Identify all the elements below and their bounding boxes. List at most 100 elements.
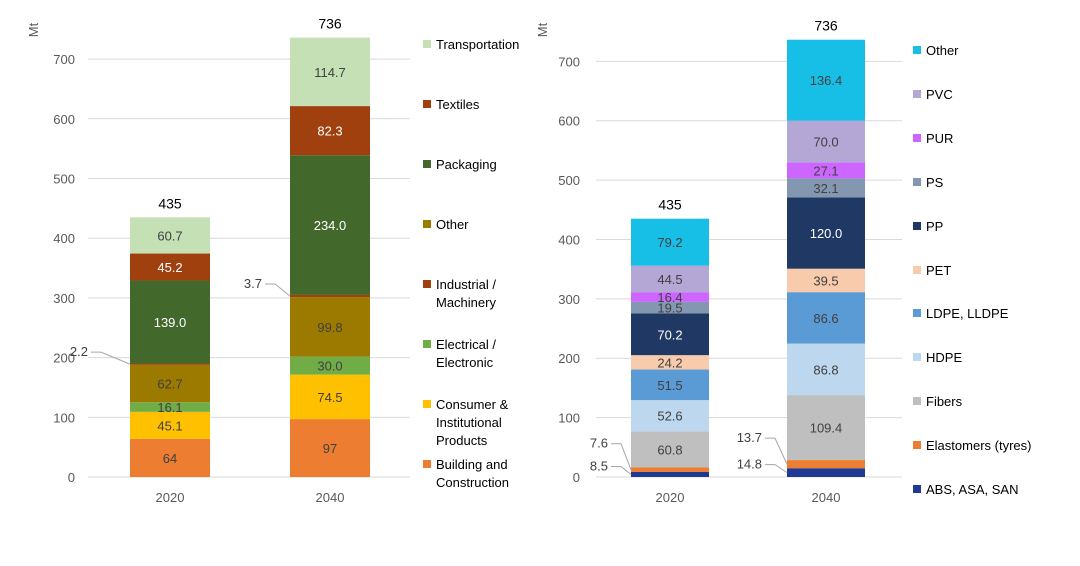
bar-total-label: 435 xyxy=(658,197,682,213)
bar-segment-electrical-electronic-2040 xyxy=(290,356,370,375)
data-label: 74.5 xyxy=(317,390,342,405)
x-tick-label: 2020 xyxy=(156,490,185,505)
y-tick-label: 100 xyxy=(53,410,75,425)
bar-segment-ldpe-lldpe-2020 xyxy=(631,369,709,401)
bar-segment-transportation-2040 xyxy=(290,37,370,107)
bar-segment-pvc-2040 xyxy=(787,120,865,163)
legend-swatch-pet xyxy=(913,266,921,274)
bar-segment-other-2040 xyxy=(290,297,370,357)
bar-segment-transportation-2020 xyxy=(130,217,210,254)
bar-segment-consumer-institutional-products-2040 xyxy=(290,374,370,420)
data-label: 60.7 xyxy=(157,228,182,243)
bar-segment-packaging-2040 xyxy=(290,155,370,295)
data-label: 139.0 xyxy=(154,315,187,330)
callout-leader-line xyxy=(611,443,632,470)
data-label: 45.2 xyxy=(157,260,182,275)
bar-segment-fibers-2020 xyxy=(631,431,709,468)
bar-segment-ldpe-lldpe-2040 xyxy=(787,292,865,344)
data-label: 136.4 xyxy=(810,73,843,88)
x-tick-label: 2020 xyxy=(656,490,685,505)
data-label: 82.3 xyxy=(317,124,342,139)
bar-segment-hdpe-2040 xyxy=(787,343,865,396)
data-label: 44.5 xyxy=(657,272,682,287)
legend-label-fibers: Fibers xyxy=(926,394,963,409)
legend-swatch-other xyxy=(913,46,921,54)
bar-segment-building-and-construction-2020 xyxy=(130,438,210,477)
legend-swatch-fibers xyxy=(913,397,921,405)
bar-segment-fibers-2040 xyxy=(787,395,865,461)
y-tick-label: 200 xyxy=(53,351,75,366)
legend-label-hdpe: HDPE xyxy=(926,350,962,365)
data-label: 16.1 xyxy=(157,400,182,415)
bar-segment-hdpe-2020 xyxy=(631,400,709,432)
bar-segment-industrial-machinery-2040 xyxy=(290,294,370,298)
legend-swatch-pp xyxy=(913,222,921,230)
legend-label-pet: PET xyxy=(926,263,951,278)
legend-label-pp: PP xyxy=(926,219,943,234)
legend-label-pur: PUR xyxy=(926,131,953,146)
data-label: 86.6 xyxy=(813,311,838,326)
legend-swatch-ldpe-lldpe xyxy=(913,309,921,317)
y-tick-label: 200 xyxy=(558,351,580,366)
data-label: 51.5 xyxy=(657,378,682,393)
y-tick-label: 0 xyxy=(68,470,75,485)
y-axis-unit-label: Mt xyxy=(26,22,41,37)
bar-segment-pur-2040 xyxy=(787,162,865,179)
x-tick-label: 2040 xyxy=(316,490,345,505)
bar-segment-consumer-institutional-products-2020 xyxy=(130,411,210,439)
bar-segment-pur-2020 xyxy=(631,292,709,302)
legend-swatch-transportation xyxy=(423,40,431,48)
y-tick-label: 500 xyxy=(53,172,75,187)
legend-swatch-other xyxy=(423,220,431,228)
callout-leader-line xyxy=(265,283,291,297)
chart-by-polymer: Mt 0 100 200 300 400 500 600 700 2020 2040 60.8 52.6… xyxy=(535,18,1031,505)
data-label: 70.2 xyxy=(657,327,682,342)
legend-swatch-abs-asa-san xyxy=(913,485,921,493)
bar-segment-pp-2040 xyxy=(787,197,865,269)
data-label: 27.1 xyxy=(813,163,838,178)
bar-total-label: 435 xyxy=(158,195,182,211)
data-label: 62.7 xyxy=(157,377,182,392)
y-tick-label: 600 xyxy=(53,112,75,127)
data-label: 39.5 xyxy=(813,273,838,288)
legend-label-building-and-construction: Building and Construction xyxy=(436,457,509,490)
legend-label-pvc: PVC xyxy=(926,87,953,102)
x-tick-label: 2040 xyxy=(812,490,841,505)
callout-leader-line xyxy=(765,464,788,474)
legend-label-elastomers-tyres: Elastomers (tyres) xyxy=(926,438,1031,453)
bar-segment-building-and-construction-2040 xyxy=(290,419,370,477)
legend-label-other: Other xyxy=(926,43,959,58)
bar-segment-pvc-2020 xyxy=(631,265,709,293)
data-label: 32.1 xyxy=(813,181,838,196)
legend-label-ps: PS xyxy=(926,175,944,190)
legend-label-abs-asa-san: ABS, ASA, SAN xyxy=(926,482,1019,497)
bar-segment-pet-2020 xyxy=(631,355,709,370)
legend-swatch-pur xyxy=(913,134,921,142)
legend-swatch-electrical-electronic xyxy=(423,340,431,348)
bar-segment-ps-2020 xyxy=(631,301,709,314)
legend-swatch-pvc xyxy=(913,90,921,98)
callout-leader-line xyxy=(765,437,788,465)
data-label: 86.8 xyxy=(813,362,838,377)
data-label: 120.0 xyxy=(810,226,843,241)
callout-label: 8.5 xyxy=(590,458,608,473)
bar-total-label: 736 xyxy=(814,18,838,34)
data-label: 52.6 xyxy=(657,409,682,424)
callout-label: 3.7 xyxy=(244,276,262,291)
data-label: 24.2 xyxy=(657,355,682,370)
data-label: 16.4 xyxy=(657,290,682,305)
y-tick-label: 700 xyxy=(558,54,580,69)
bar-total-label: 736 xyxy=(318,16,342,32)
bar-segment-other-2020 xyxy=(130,364,210,403)
data-label: 79.2 xyxy=(657,235,682,250)
data-label: 19.5 xyxy=(657,301,682,316)
y-tick-label: 500 xyxy=(558,173,580,188)
bar-segment-pet-2040 xyxy=(787,268,865,293)
data-label: 114.7 xyxy=(314,65,346,80)
data-label: 64 xyxy=(163,451,177,466)
data-label: 109.4 xyxy=(810,421,843,436)
bar-segment-textiles-2020 xyxy=(130,253,210,281)
y-tick-label: 400 xyxy=(53,231,75,246)
y-tick-label: 700 xyxy=(53,52,75,67)
legend-label-electrical-electronic: Electrical / Electronic xyxy=(436,337,496,370)
